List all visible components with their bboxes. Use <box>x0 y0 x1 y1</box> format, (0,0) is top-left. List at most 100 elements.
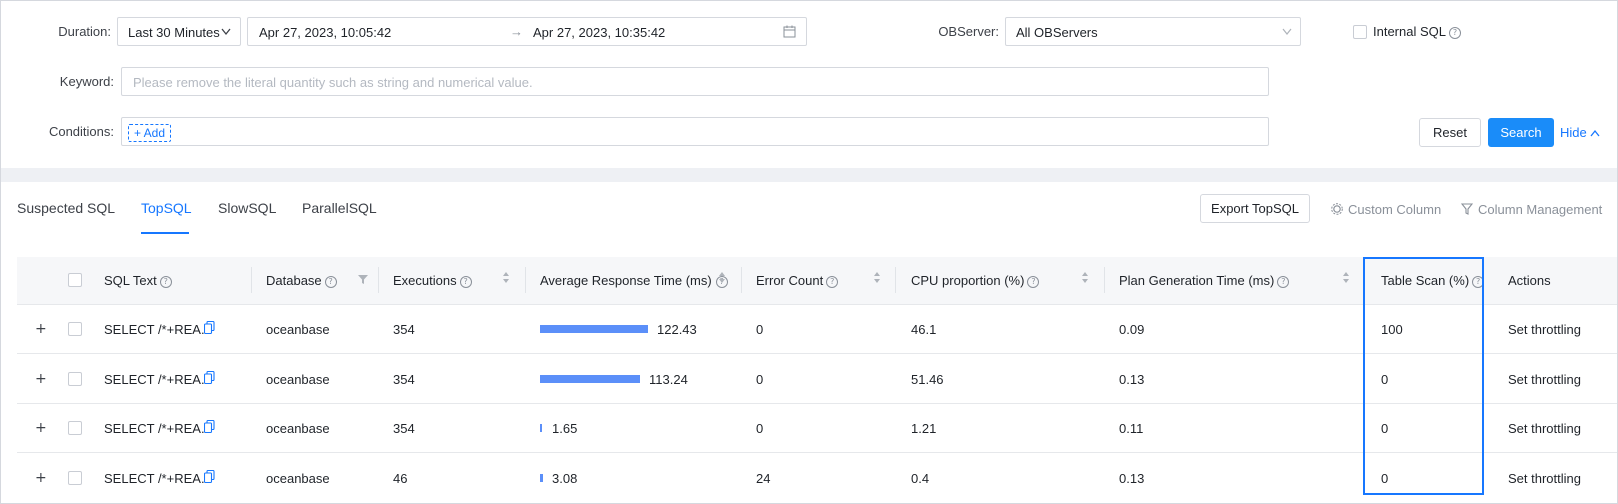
header-plan-generation: Plan Generation Time (ms)? <box>1119 273 1290 288</box>
row-checkbox[interactable] <box>68 372 82 386</box>
response-bar <box>540 375 640 383</box>
internal-sql-text: Internal SQL <box>1373 24 1446 39</box>
sort-icon[interactable] <box>1082 271 1089 285</box>
set-throttling-link[interactable]: Set throttling <box>1508 372 1581 387</box>
header-avg-response-label: Average Response Time (ms) <box>540 273 712 288</box>
expand-icon[interactable]: + <box>35 321 47 337</box>
time-range-picker[interactable]: Apr 27, 2023, 10:05:42 → Apr 27, 2023, 1… <box>247 17 807 46</box>
column-management-label: Column Management <box>1478 202 1603 217</box>
tab-slowsql[interactable]: SlowSQL <box>218 200 277 216</box>
sql-text-link[interactable]: SELECT /*+REA... <box>104 372 212 387</box>
row-divider <box>17 403 1617 404</box>
sort-icon[interactable] <box>719 271 726 285</box>
row-divider <box>17 353 1617 354</box>
executions-cell: 354 <box>393 372 415 387</box>
add-condition-button[interactable]: + Add <box>128 124 172 142</box>
gear-icon <box>1331 203 1343 215</box>
copy-icon[interactable] <box>204 321 215 334</box>
active-tab-indicator <box>141 232 189 234</box>
help-icon[interactable]: ? <box>324 276 337 288</box>
sql-text-link[interactable]: SELECT /*+REA... <box>104 471 212 486</box>
row-divider <box>17 452 1617 453</box>
avg-response-cell: 3.08 <box>552 471 578 486</box>
tab-suspected-sql[interactable]: Suspected SQL <box>17 200 116 216</box>
set-throttling-link[interactable]: Set throttling <box>1508 471 1581 486</box>
database-cell: oceanbase <box>266 322 330 337</box>
keyword-placeholder: Please remove the literal quantity such … <box>133 75 533 90</box>
executions-cell: 354 <box>393 322 415 337</box>
avg-response-cell: 113.24 <box>649 372 688 387</box>
help-icon[interactable]: ? <box>1027 276 1040 288</box>
row-checkbox[interactable] <box>68 471 82 485</box>
set-throttling-link[interactable]: Set throttling <box>1508 322 1581 337</box>
tab-topsql[interactable]: TopSQL <box>141 200 192 216</box>
header-sql-text-label: SQL Text <box>104 273 157 288</box>
duration-select[interactable]: Last 30 Minutes <box>117 17 241 46</box>
copy-icon[interactable] <box>204 371 215 384</box>
custom-column-label: Custom Column <box>1348 202 1442 217</box>
select-all-checkbox[interactable] <box>68 273 82 287</box>
response-bar <box>540 474 543 482</box>
column-management-button[interactable]: Column Management <box>1460 202 1603 217</box>
cpu-proportion-cell: 46.1 <box>911 322 937 337</box>
header-cpu-proportion-label: CPU proportion (%) <box>911 273 1025 288</box>
export-topsql-button[interactable]: Export TopSQL <box>1200 194 1310 223</box>
expand-icon[interactable]: + <box>35 420 47 436</box>
copy-icon[interactable] <box>204 470 215 483</box>
plan-generation-cell: 0.11 <box>1119 421 1144 436</box>
column-divider <box>741 267 742 293</box>
help-icon[interactable]: ? <box>159 276 172 288</box>
avg-response-cell: 1.65 <box>552 421 578 436</box>
database-cell: oceanbase <box>266 421 330 436</box>
response-bar <box>540 424 542 432</box>
help-icon[interactable]: ? <box>459 276 472 288</box>
conditions-input[interactable]: + Add <box>121 117 1269 146</box>
table-scan-column-highlight <box>1363 257 1484 495</box>
sql-text-link[interactable]: SELECT /*+REA... <box>104 421 212 436</box>
set-throttling-link[interactable]: Set throttling <box>1508 421 1581 436</box>
row-checkbox[interactable] <box>68 421 82 435</box>
table-scan-cell: 0 <box>1381 471 1389 486</box>
expand-icon[interactable]: + <box>35 470 47 486</box>
hide-toggle[interactable]: Hide <box>1560 125 1600 140</box>
custom-column-button[interactable]: Custom Column <box>1331 202 1441 217</box>
error-count-cell: 0 <box>756 421 764 436</box>
search-button[interactable]: Search <box>1488 118 1554 147</box>
help-icon[interactable]: ? <box>1277 276 1290 288</box>
tab-parallelsql[interactable]: ParallelSQL <box>302 200 377 216</box>
help-icon[interactable]: ? <box>1449 27 1461 39</box>
plan-generation-cell: 0.13 <box>1119 471 1145 486</box>
row-checkbox[interactable] <box>68 322 82 336</box>
table-scan-cell: 0 <box>1381 421 1389 436</box>
hide-label: Hide <box>1560 125 1587 140</box>
internal-sql-checkbox[interactable] <box>1353 25 1367 39</box>
header-database-label: Database <box>266 273 322 288</box>
observer-label: OBServer: <box>938 24 999 39</box>
expand-icon[interactable]: + <box>35 371 47 387</box>
copy-icon[interactable] <box>204 420 215 433</box>
time-end: Apr 27, 2023, 10:35:42 <box>533 25 666 40</box>
keyword-input[interactable]: Please remove the literal quantity such … <box>121 67 1269 96</box>
observer-select[interactable]: All OBServers <box>1005 17 1301 46</box>
observer-value: All OBServers <box>1016 25 1098 40</box>
header-database: Database? <box>266 273 337 288</box>
executions-cell: 46 <box>393 471 408 486</box>
header-actions: Actions <box>1508 273 1551 288</box>
chevron-down-icon <box>221 28 231 36</box>
internal-sql-label: Internal SQL? <box>1373 24 1461 39</box>
reset-button[interactable]: Reset <box>1419 118 1481 147</box>
response-bar <box>540 325 648 333</box>
sql-text-link[interactable]: SELECT /*+REA... <box>104 322 212 337</box>
filter-icon[interactable] <box>358 274 368 284</box>
sort-icon[interactable] <box>1343 271 1350 285</box>
header-error-count: Error Count? <box>756 273 839 288</box>
cpu-proportion-cell: 51.46 <box>911 372 944 387</box>
help-icon[interactable]: ? <box>826 276 839 288</box>
avg-response-cell: 122.43 <box>657 322 697 337</box>
sort-icon[interactable] <box>874 271 881 285</box>
sort-icon[interactable] <box>503 271 510 285</box>
error-count-cell: 0 <box>756 372 764 387</box>
conditions-label: Conditions: <box>48 124 114 139</box>
database-cell: oceanbase <box>266 372 330 387</box>
